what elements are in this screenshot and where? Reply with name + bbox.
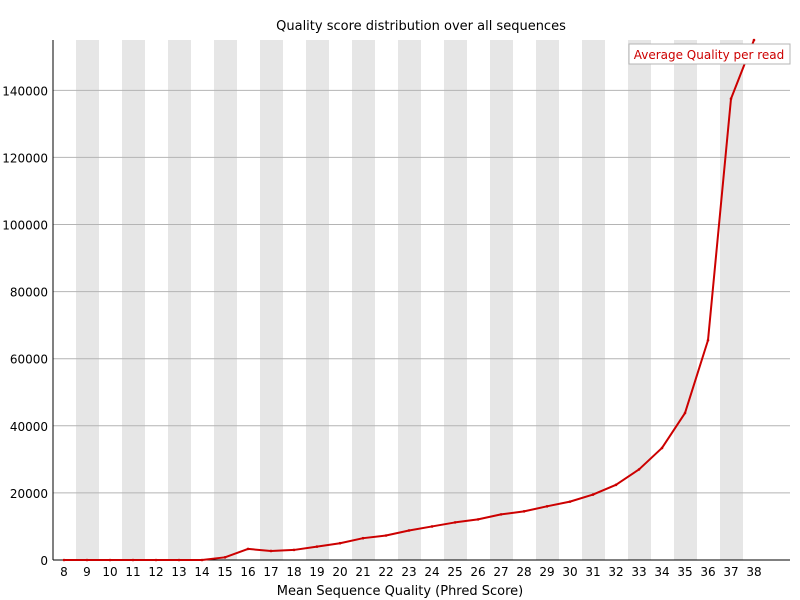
- x-tick-label: 26: [470, 565, 485, 579]
- legend: Average Quality per read: [628, 43, 791, 65]
- background-band: [536, 40, 559, 560]
- data-point: [361, 536, 365, 540]
- x-tick-label: 34: [654, 565, 669, 579]
- x-tick-label: 24: [424, 565, 439, 579]
- data-point: [62, 558, 66, 562]
- data-point: [384, 534, 388, 537]
- y-tick-label: 0: [40, 554, 48, 568]
- x-tick-label: 10: [102, 565, 117, 579]
- background-band: [76, 40, 99, 560]
- y-tick-label: 40000: [10, 420, 48, 434]
- data-point: [522, 510, 526, 513]
- data-point: [338, 541, 342, 545]
- background-band: [628, 40, 651, 560]
- x-tick-label: 25: [447, 565, 462, 579]
- background-band: [306, 40, 329, 560]
- data-point: [177, 558, 181, 562]
- background-band: [122, 40, 145, 560]
- y-tick-label: 60000: [10, 353, 48, 367]
- x-tick-label: 12: [148, 565, 163, 579]
- data-point: [407, 529, 411, 532]
- data-point: [430, 525, 434, 528]
- x-tick-label: 27: [493, 565, 508, 579]
- y-tick-label: 140000: [2, 84, 48, 98]
- chart-title: Quality score distribution over all sequ…: [276, 19, 566, 34]
- background-band: [398, 40, 421, 560]
- data-point: [200, 558, 204, 562]
- data-point: [108, 558, 112, 562]
- y-tick-label: 100000: [2, 219, 48, 233]
- x-tick-label: 29: [539, 565, 554, 579]
- data-point: [131, 558, 135, 562]
- x-tick-label: 28: [516, 565, 531, 579]
- data-point: [614, 483, 618, 487]
- x-tick-label: 15: [217, 565, 232, 579]
- background-band: [214, 40, 237, 560]
- background-band: [444, 40, 467, 560]
- x-tick-label: 35: [677, 565, 692, 579]
- y-tick-labels: 0 20000 40000 60000 80000 100000 120000 140000: [2, 84, 48, 568]
- x-tick-label: 20: [332, 565, 347, 579]
- data-point: [683, 411, 687, 415]
- data-point: [476, 518, 480, 521]
- background-bands: [76, 40, 743, 560]
- y-tick-label: 20000: [10, 487, 48, 501]
- data-point: [453, 521, 457, 524]
- data-point: [729, 97, 733, 101]
- x-tick-label: 30: [562, 565, 577, 579]
- data-point: [752, 38, 756, 42]
- background-band: [674, 40, 697, 560]
- x-tick-label: 36: [700, 565, 715, 579]
- data-point: [223, 556, 227, 559]
- data-point: [499, 513, 503, 516]
- x-tick-label: 18: [286, 565, 301, 579]
- series-layer: [62, 38, 756, 562]
- x-tick-label: 31: [585, 565, 600, 579]
- x-tick-label: 32: [608, 565, 623, 579]
- data-point: [706, 338, 710, 342]
- x-tick-label: 38: [746, 565, 761, 579]
- x-tick-label: 37: [723, 565, 738, 579]
- data-point: [545, 505, 549, 508]
- gridlines: [53, 89, 790, 494]
- y-tick-label: 120000: [2, 151, 48, 165]
- background-band: [352, 40, 375, 560]
- data-point: [637, 468, 641, 471]
- data-point: [154, 558, 158, 562]
- x-tick-label: 23: [401, 565, 416, 579]
- data-point: [591, 493, 595, 496]
- x-tick-labels: 8 9 10 11 12 13 14 15 16 17 18 19 20 21 22 23 24 25 26 27 28…: [60, 565, 761, 579]
- x-tick-label: 19: [309, 565, 324, 579]
- y-tick-label: 80000: [10, 286, 48, 300]
- x-tick-label: 17: [263, 565, 278, 579]
- data-point: [568, 500, 572, 503]
- x-axis-label: Mean Sequence Quality (Phred Score): [277, 584, 523, 599]
- x-tick-label: 33: [631, 565, 646, 579]
- background-band: [582, 40, 605, 560]
- x-tick-label: 9: [83, 565, 91, 579]
- x-tick-label: 13: [171, 565, 186, 579]
- background-band: [260, 40, 283, 560]
- data-point: [85, 558, 89, 562]
- legend-entry: Average Quality per read: [634, 48, 785, 62]
- x-tick-label: 16: [240, 565, 255, 579]
- data-point: [246, 547, 250, 551]
- background-band: [720, 40, 743, 560]
- x-tick-label: 8: [60, 565, 68, 579]
- background-band: [168, 40, 191, 560]
- legend-box: [628, 43, 791, 65]
- x-tick-label: 22: [378, 565, 393, 579]
- x-tick-label: 21: [355, 565, 370, 579]
- data-point: [269, 549, 273, 553]
- x-tick-label: 14: [194, 565, 209, 579]
- data-point: [660, 446, 664, 450]
- background-band: [490, 40, 513, 560]
- x-tick-label: 11: [125, 565, 140, 579]
- data-point: [315, 545, 319, 548]
- data-point: [292, 548, 296, 552]
